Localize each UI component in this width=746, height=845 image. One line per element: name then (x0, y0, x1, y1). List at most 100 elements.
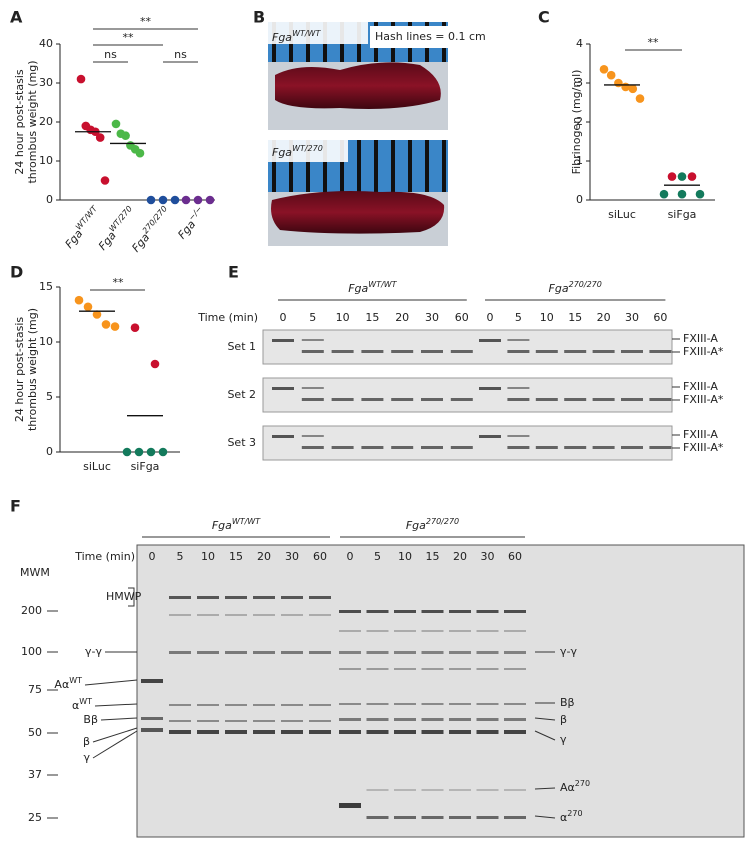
label-base: Fga (175, 218, 198, 242)
time-label: 60 (508, 550, 522, 563)
band (592, 350, 615, 353)
data-point (135, 148, 145, 158)
data-point (95, 133, 105, 142)
band (504, 718, 526, 721)
band (331, 350, 354, 353)
data-point (181, 195, 191, 205)
band (361, 398, 384, 401)
band (449, 789, 471, 791)
band (507, 398, 530, 401)
time-axis-label: Time (min) (74, 550, 135, 563)
band (476, 730, 499, 734)
band (141, 679, 163, 683)
band (169, 730, 191, 734)
y-tick-label: 2 (576, 115, 583, 128)
data-point (83, 302, 93, 312)
band (421, 398, 443, 401)
mwm-size: 50 (28, 726, 42, 739)
data-point (76, 74, 86, 84)
label: FgaWT/270 (272, 144, 323, 160)
band (394, 610, 416, 613)
time-label: 30 (285, 550, 299, 563)
y-tick-label: 40 (39, 37, 53, 50)
gel (136, 544, 745, 838)
time-label: 0 (487, 311, 494, 324)
label: αWT (72, 697, 92, 713)
band (339, 730, 361, 734)
band (449, 668, 471, 670)
data-point (621, 82, 630, 92)
band (450, 398, 473, 401)
label-base: γ-γ (560, 645, 577, 658)
band (394, 651, 416, 654)
label: Fga270/270 (406, 517, 459, 533)
band (169, 720, 191, 722)
band (449, 630, 471, 632)
y-tick-label: 20 (39, 115, 53, 128)
band (476, 816, 499, 819)
data-point (101, 320, 111, 329)
y-axis-label: thrombus weight (mg) (26, 60, 39, 183)
blot (262, 425, 673, 461)
data-point (158, 447, 168, 457)
band (281, 596, 303, 599)
band (301, 387, 324, 389)
leader (84, 679, 138, 686)
band (394, 730, 416, 734)
band (504, 789, 526, 791)
band (366, 816, 389, 819)
set-label: Set 3 (227, 436, 256, 449)
leader (534, 815, 556, 819)
band (366, 668, 389, 670)
band (504, 610, 526, 613)
band (449, 816, 471, 819)
band (309, 720, 331, 722)
band (504, 703, 526, 705)
time-label: 10 (336, 311, 350, 324)
comparison-label: ns (174, 48, 187, 61)
band (592, 398, 615, 401)
mwm-size: 200 (21, 604, 42, 617)
band (169, 704, 191, 706)
band (391, 398, 414, 401)
band (476, 718, 499, 721)
label-base: Fga (272, 146, 292, 159)
leader (534, 787, 556, 790)
comparison-label: ** (140, 15, 152, 28)
label-sup: 270/270 (569, 280, 602, 289)
band (301, 446, 324, 449)
mwm-size: 75 (28, 683, 42, 696)
x-tick-label: siFga (668, 208, 697, 221)
band (197, 614, 219, 616)
band (450, 446, 473, 449)
label-sup: 270 (575, 779, 590, 788)
band (281, 720, 303, 722)
band (476, 630, 499, 632)
label-sup: 270/270 (426, 517, 459, 526)
band (394, 789, 416, 791)
blot (262, 329, 673, 365)
label-sup: 270/270 (140, 204, 168, 235)
band (649, 398, 672, 401)
leader (534, 730, 556, 741)
band (225, 730, 247, 734)
band (391, 350, 414, 353)
band (301, 435, 324, 437)
leader (534, 717, 556, 721)
band (253, 730, 275, 734)
band (225, 596, 247, 599)
time-label: 5 (177, 550, 184, 563)
note-background (370, 26, 448, 48)
time-label: 15 (426, 550, 440, 563)
data-point (134, 447, 144, 457)
data-point (150, 359, 160, 369)
band (621, 446, 643, 449)
data-point (158, 195, 168, 205)
band (309, 596, 331, 599)
band-label: FXIII-A* (683, 345, 724, 358)
bracket (128, 587, 135, 607)
label-base: Fga (96, 229, 119, 253)
band (301, 398, 324, 401)
band (225, 614, 247, 616)
time-label: 60 (313, 550, 327, 563)
